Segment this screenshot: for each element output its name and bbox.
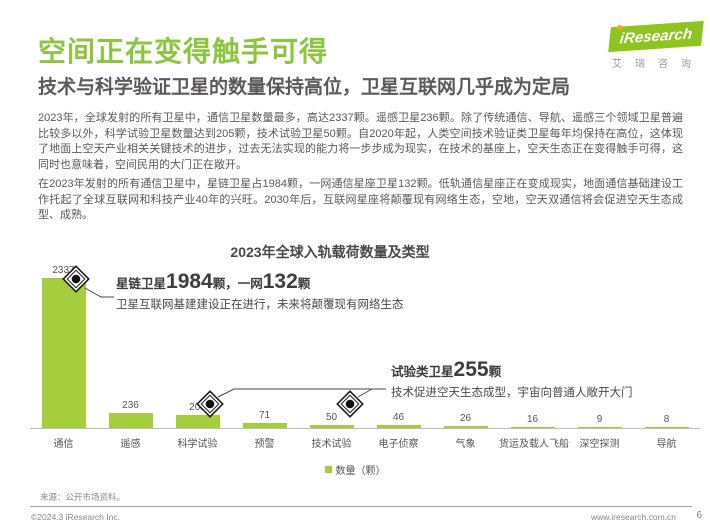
category-label: 技术试验 (311, 439, 352, 450)
annotation-text: 颗 (297, 277, 311, 291)
category-label: 深空探测 (579, 439, 620, 450)
category-label: 遥感 (120, 439, 141, 450)
category-label: 通信 (53, 439, 74, 450)
logo-green-box: iResearch (608, 20, 704, 53)
annotation-text: 颗 (488, 365, 502, 379)
bar (577, 427, 622, 428)
category-label: 导航 (656, 439, 677, 450)
annotation-starlink-description: 卫星互联网基建建设正在进行，未来将颠覆现有网络生态 (116, 299, 404, 311)
website-text: www.iresearch.com.cn (590, 512, 676, 522)
category-label: 电子侦察 (378, 439, 419, 450)
annotation-big-number: 132 (262, 270, 298, 293)
annotation-starlink-headline: 星链卫星1984颗，一网132颗 (116, 270, 404, 294)
annotation-starlink: 星链卫星1984颗，一网132颗 卫星互联网基建建设正在进行，未来将颠覆现有网络… (116, 270, 404, 312)
bar-value-label: 71 (258, 410, 271, 421)
category-labels-row: 通信 遥感 科学试验 预警 技术试验 电子侦察 气象 货运及载人飞船 深空探测 导航 (30, 429, 700, 450)
bar-value-label: 16 (526, 414, 539, 425)
body-paragraph-1: 2023年，全球发射的所有卫星中，通信卫星数量最多，高达2337颗。遥感卫星23… (38, 112, 683, 171)
bars-row: 2337 236 205 71 50 46 26 16 9 8 (30, 258, 700, 429)
legend-label: 数量（颗） (335, 466, 386, 477)
footer-divider (30, 506, 692, 507)
legend-color-swatch (324, 466, 332, 473)
bar-column: 46 (365, 258, 432, 428)
annotation-test-headline: 试验类卫星255颗 (391, 358, 633, 382)
bar-value-label: 9 (596, 414, 603, 425)
bar-value-label: 46 (392, 412, 405, 423)
bar-value-label: 8 (663, 414, 670, 425)
bar-column: 50 (298, 258, 365, 428)
category-label: 气象 (455, 439, 476, 450)
page-subtitle: 技术与科学验证卫星的数量保持高位，卫星互联网几乎成为定局 (38, 77, 571, 98)
annotation-big-number: 1984 (166, 270, 213, 293)
bar (309, 425, 354, 428)
category-label: 货运及载人飞船 (499, 439, 569, 450)
bar (644, 427, 689, 428)
logo-chinese-name: 艾瑞咨询 (612, 59, 704, 70)
annotation-test-description: 技术促进空天生态成型，宇宙向普通人敞开大门 (391, 387, 633, 399)
bar-column: 8 (633, 258, 700, 428)
source-note: 来源：公开市场资料。 (40, 492, 126, 502)
bar-value-label: 205 (189, 402, 206, 413)
annotation-test-satellites: 试验类卫星255颗 技术促进空天生态成型，宇宙向普通人敞开大门 (391, 358, 633, 400)
bar (443, 426, 488, 428)
bar-column: 2337 (30, 258, 97, 428)
bar-value-label: 50 (325, 412, 338, 423)
copyright-text: ©2024.3 iResearch Inc. (31, 512, 120, 522)
chart-title: 2023年全球入轨载荷数量及类型 (230, 244, 430, 260)
annotation-text: 试验类卫星 (391, 365, 454, 379)
annotation-text: 星链卫星 (116, 277, 167, 291)
bar (108, 413, 153, 428)
bar-value-label: 26 (459, 413, 472, 424)
bar-column: 26 (432, 258, 499, 428)
bar-chart: 2337 236 205 71 50 46 26 16 9 8 通信 遥感 科学试验 预警 技术试验 电子侦… (30, 258, 700, 450)
bar (41, 278, 86, 428)
iresearch-logo: iResearch 艾瑞咨询 (608, 20, 704, 70)
bar-column: 9 (566, 258, 633, 428)
bar (175, 415, 220, 428)
logo-i-dot-icon (617, 25, 622, 30)
chart-legend: 数量（颗） (30, 462, 680, 477)
bar-value-label: 236 (122, 400, 139, 411)
bar (242, 423, 287, 428)
bar-column: 16 (499, 258, 566, 428)
category-label: 科学试验 (177, 439, 218, 450)
bar-column: 236 (97, 258, 164, 428)
annotation-text: 颗，一网 (212, 277, 263, 291)
annotation-big-number: 255 (453, 358, 489, 381)
bar-column: 71 (231, 258, 298, 428)
body-paragraph-2: 在2023年发射的所有通信卫星中，星链卫星占1984颗，一网通信星座卫星132颗… (38, 178, 683, 221)
page-number: 6 (696, 510, 702, 521)
category-label: 预警 (254, 439, 275, 450)
bar (376, 425, 421, 428)
bar-value-label: 2337 (52, 265, 75, 276)
bar (510, 427, 555, 428)
logo-brand-text: iResearch (618, 25, 694, 48)
page-title: 空间正在变得触手可得 (38, 36, 329, 67)
